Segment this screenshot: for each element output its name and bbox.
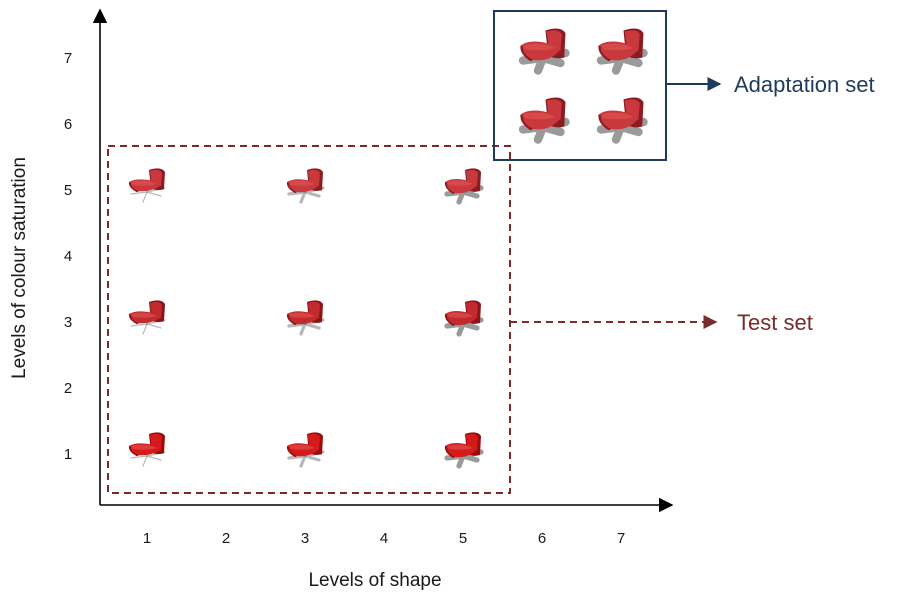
chair-icon [596,28,648,75]
y-tick-labels: 1 2 3 4 5 6 7 [64,50,72,463]
x-tick-label: 5 [459,530,467,547]
y-tick-label: 5 [64,182,72,199]
x-axis-title: Levels of shape [308,570,441,591]
x-tick-label: 6 [538,530,546,547]
chair-icon [444,432,484,469]
y-tick-label: 2 [64,380,72,397]
x-tick-label: 2 [222,530,230,547]
y-tick-label: 6 [64,116,72,133]
chair-icon [128,300,166,335]
y-axis-title: Levels of colour saturation [9,157,30,379]
y-tick-label: 1 [64,446,72,463]
x-tick-label: 4 [380,530,388,547]
adaptation-set-box [493,10,667,161]
chair-icon [596,97,648,144]
chair-icon [128,432,166,467]
adaptation-set-label: Adaptation set [734,72,875,97]
x-tick-labels: 1 2 3 4 5 6 7 [143,530,625,547]
chair-icon [444,168,484,205]
chair-icon [286,168,325,204]
chair-icon [518,28,570,75]
test-set-label: Test set [737,310,813,335]
y-tick-label: 3 [64,314,72,331]
chair-icon [518,97,570,144]
y-tick-label: 4 [64,248,72,265]
chair-icon [286,432,325,468]
y-tick-label: 7 [64,50,72,67]
x-tick-label: 7 [617,530,625,547]
chair-icon [444,300,484,337]
x-tick-label: 3 [301,530,309,547]
chair-icon [128,168,166,203]
test-set-box [107,145,511,494]
x-tick-label: 1 [143,530,151,547]
chair-icon [286,300,325,336]
adaptation-set-chairs [518,28,648,144]
test-set-chairs [128,168,484,469]
